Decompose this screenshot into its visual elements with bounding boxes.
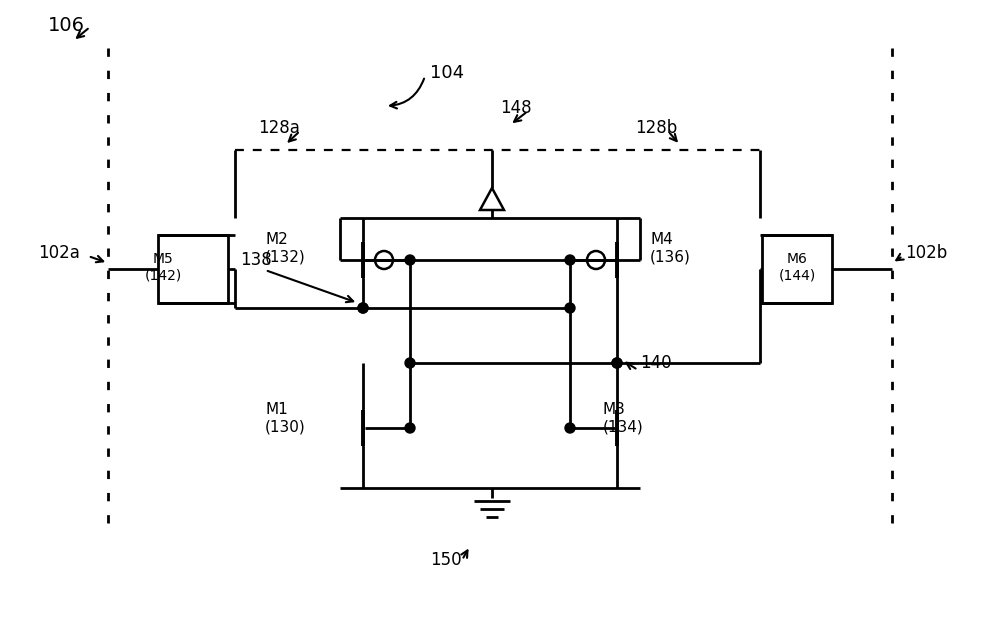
Text: M1
(130): M1 (130) [265, 402, 306, 434]
Text: 102a: 102a [38, 244, 80, 262]
Circle shape [358, 303, 368, 313]
Text: M4
(136): M4 (136) [650, 232, 691, 265]
Text: 128a: 128a [258, 119, 300, 137]
Circle shape [565, 255, 575, 265]
Text: M2
(132): M2 (132) [265, 232, 306, 265]
Circle shape [405, 423, 415, 433]
Circle shape [565, 303, 575, 313]
Circle shape [612, 358, 622, 368]
Text: M3
(134): M3 (134) [603, 402, 644, 434]
Text: 102b: 102b [905, 244, 947, 262]
Text: 104: 104 [430, 64, 464, 82]
Circle shape [405, 255, 415, 265]
Text: 128b: 128b [635, 119, 677, 137]
Text: 148: 148 [500, 99, 532, 117]
Circle shape [565, 423, 575, 433]
Circle shape [358, 303, 368, 313]
Bar [762, 235, 832, 303]
Text: 106: 106 [48, 15, 85, 35]
Circle shape [612, 358, 622, 368]
Bar [158, 235, 228, 303]
Text: M5
(142): M5 (142) [144, 252, 182, 282]
Text: M6
(144): M6 (144) [778, 252, 816, 282]
Circle shape [405, 358, 415, 368]
Text: 150: 150 [430, 551, 462, 569]
Text: 138: 138 [240, 251, 272, 269]
Text: 140: 140 [640, 354, 672, 372]
